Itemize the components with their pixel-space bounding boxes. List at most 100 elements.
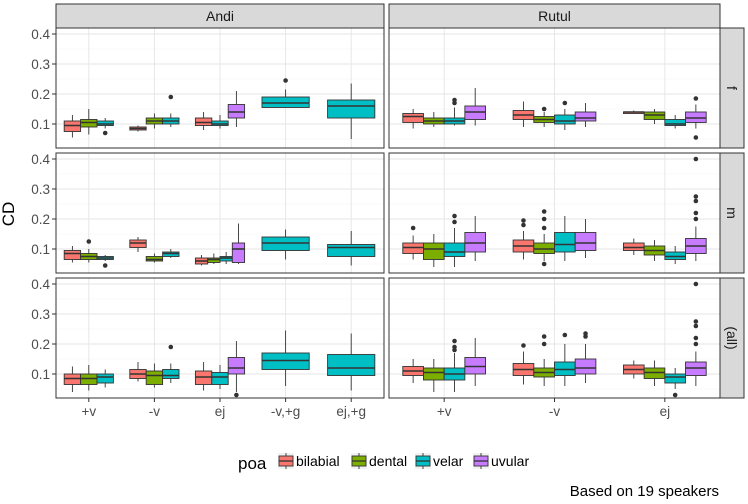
outlier-point xyxy=(672,392,678,398)
box-ej-g-velar xyxy=(327,231,376,266)
panels-layer xyxy=(55,27,721,399)
x-tick-label-v: -v xyxy=(549,404,560,419)
box-body xyxy=(162,369,180,379)
strips-layer: Andi Rutul f m (all) xyxy=(55,3,745,399)
panel-andi-m xyxy=(55,152,385,274)
outlier-point xyxy=(541,261,547,267)
strip-rutul xyxy=(388,3,721,29)
box-ej-bilabial xyxy=(194,362,213,391)
outlier-point xyxy=(521,222,526,228)
y-tick-label: 0.3 xyxy=(31,307,50,322)
outlier-point xyxy=(693,194,699,199)
outlier-point xyxy=(234,392,239,398)
outlier-point xyxy=(541,216,547,222)
y-tick-label: 0.1 xyxy=(31,242,50,257)
legend-label-uvular: uvular xyxy=(491,453,529,469)
legend-item-uvular: uvular xyxy=(473,453,529,469)
box-body xyxy=(443,242,466,257)
box-v-velar xyxy=(96,255,114,268)
box-body xyxy=(554,232,576,253)
panel-andi-f xyxy=(55,27,385,149)
box-v-uvular xyxy=(574,103,597,127)
box-ej-velar xyxy=(664,115,686,129)
legend-label-velar: velar xyxy=(433,453,464,469)
outlier-point xyxy=(693,323,699,329)
box-ej-velar xyxy=(211,115,229,129)
box-v-dental xyxy=(423,234,445,267)
strip-label-all: (all) xyxy=(724,326,740,349)
outlier-point xyxy=(521,343,526,348)
box-body xyxy=(574,111,597,122)
box-v-bilabial xyxy=(129,125,147,132)
legend-label-bilabial: bilabial xyxy=(296,453,340,469)
outlier-point xyxy=(583,331,588,336)
outlier-point xyxy=(693,335,699,341)
box-ej-velar xyxy=(664,246,686,264)
box-v-dental xyxy=(533,209,555,267)
box-v-velar xyxy=(554,216,576,261)
box-v-velar xyxy=(443,338,466,392)
box-v-bilabial xyxy=(512,343,535,385)
strip-all xyxy=(719,277,745,399)
y-tick-label: 0.1 xyxy=(31,117,50,132)
box-v-velar xyxy=(96,369,114,388)
box-v-uvular xyxy=(574,331,597,383)
box-v-velar xyxy=(162,249,180,258)
box-v-bilabial xyxy=(63,366,82,392)
y-tick-label: 0.2 xyxy=(31,87,50,102)
box-v-uvular xyxy=(464,88,486,126)
box-body xyxy=(423,242,445,260)
y-tick-label: 0.1 xyxy=(31,367,50,382)
box-body xyxy=(574,358,597,375)
box-v-g-velar xyxy=(261,229,310,260)
panel-rutul-all xyxy=(388,277,721,399)
box-body xyxy=(145,370,164,385)
outlier-point xyxy=(693,216,699,222)
box-v-g-velar xyxy=(261,330,310,386)
box-v-dental xyxy=(80,239,98,263)
box-body xyxy=(423,367,445,381)
strip-m xyxy=(719,152,745,274)
strip-andi xyxy=(55,3,385,29)
box-ej-g-velar xyxy=(327,83,376,139)
box-body xyxy=(327,244,376,257)
y-tick-label: 0.4 xyxy=(31,27,50,42)
box-v-dental xyxy=(145,253,164,263)
x-tick-label-ej: ej xyxy=(215,404,226,419)
panel-border xyxy=(55,152,385,274)
box-v-bilabial xyxy=(402,225,424,260)
box-ej-uvular xyxy=(685,281,707,386)
box-v-bilabial xyxy=(129,362,147,382)
box-v-uvular xyxy=(464,338,486,386)
box-ej-uvular xyxy=(685,156,707,261)
outlier-point xyxy=(693,96,699,101)
x-tick-label-ej-g: ej,+g xyxy=(336,404,366,419)
outlier-point xyxy=(541,209,547,214)
box-v-uvular xyxy=(464,216,486,261)
x-tick-label-ej: ej xyxy=(660,404,671,419)
panel-rutul-m xyxy=(388,152,721,274)
y-tick-label: 0.4 xyxy=(31,152,50,167)
box-v-g-velar xyxy=(261,78,310,108)
box-v-bilabial xyxy=(512,218,535,260)
outlier-point xyxy=(452,344,457,350)
panel-andi-all xyxy=(55,277,385,399)
box-ej-dental xyxy=(643,360,666,386)
box-ej-uvular xyxy=(227,341,246,398)
box-v-velar xyxy=(554,100,576,130)
box-ej-uvular xyxy=(685,96,707,140)
x-tick-label-v-g: -v,+g xyxy=(271,404,300,419)
outlier-point xyxy=(693,198,699,204)
outlier-point xyxy=(562,332,568,338)
y-tick-label: 0.2 xyxy=(31,212,50,227)
outlier-point xyxy=(102,130,108,136)
outlier-point xyxy=(452,97,457,103)
legend-item-dental: dental xyxy=(351,453,407,469)
outlier-point xyxy=(541,225,547,231)
y-tick-label: 0.4 xyxy=(31,277,50,292)
outlier-point xyxy=(283,78,288,83)
box-v-velar xyxy=(162,344,180,383)
outlier-point xyxy=(541,106,547,112)
legend-item-velar: velar xyxy=(415,453,464,469)
